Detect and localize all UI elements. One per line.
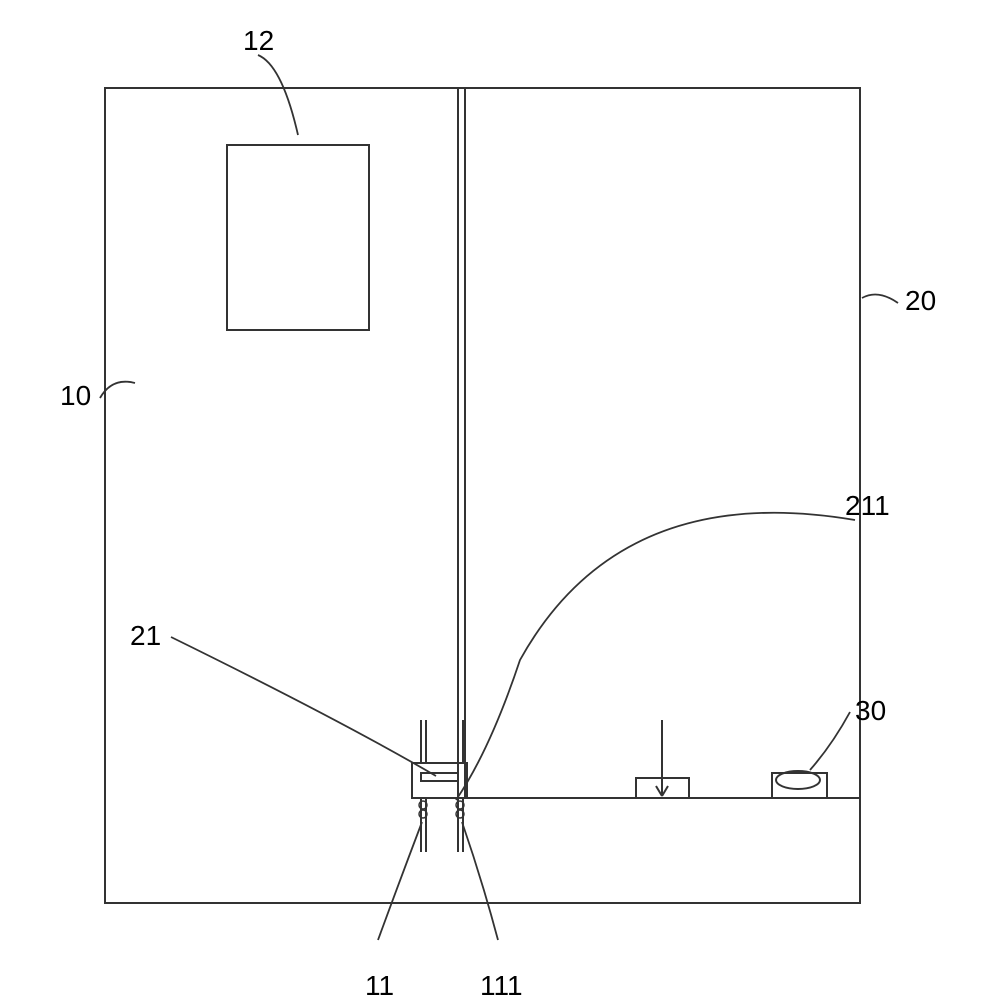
label-111: 111: [480, 970, 523, 1002]
technical-diagram: [0, 0, 985, 1000]
label-21: 21: [130, 620, 161, 652]
label-30: 30: [855, 695, 886, 727]
label-12: 12: [243, 25, 274, 57]
label-20: 20: [905, 285, 936, 317]
label-211: 211: [845, 490, 890, 522]
label-10: 10: [60, 380, 91, 412]
label-11: 11: [365, 970, 394, 1002]
